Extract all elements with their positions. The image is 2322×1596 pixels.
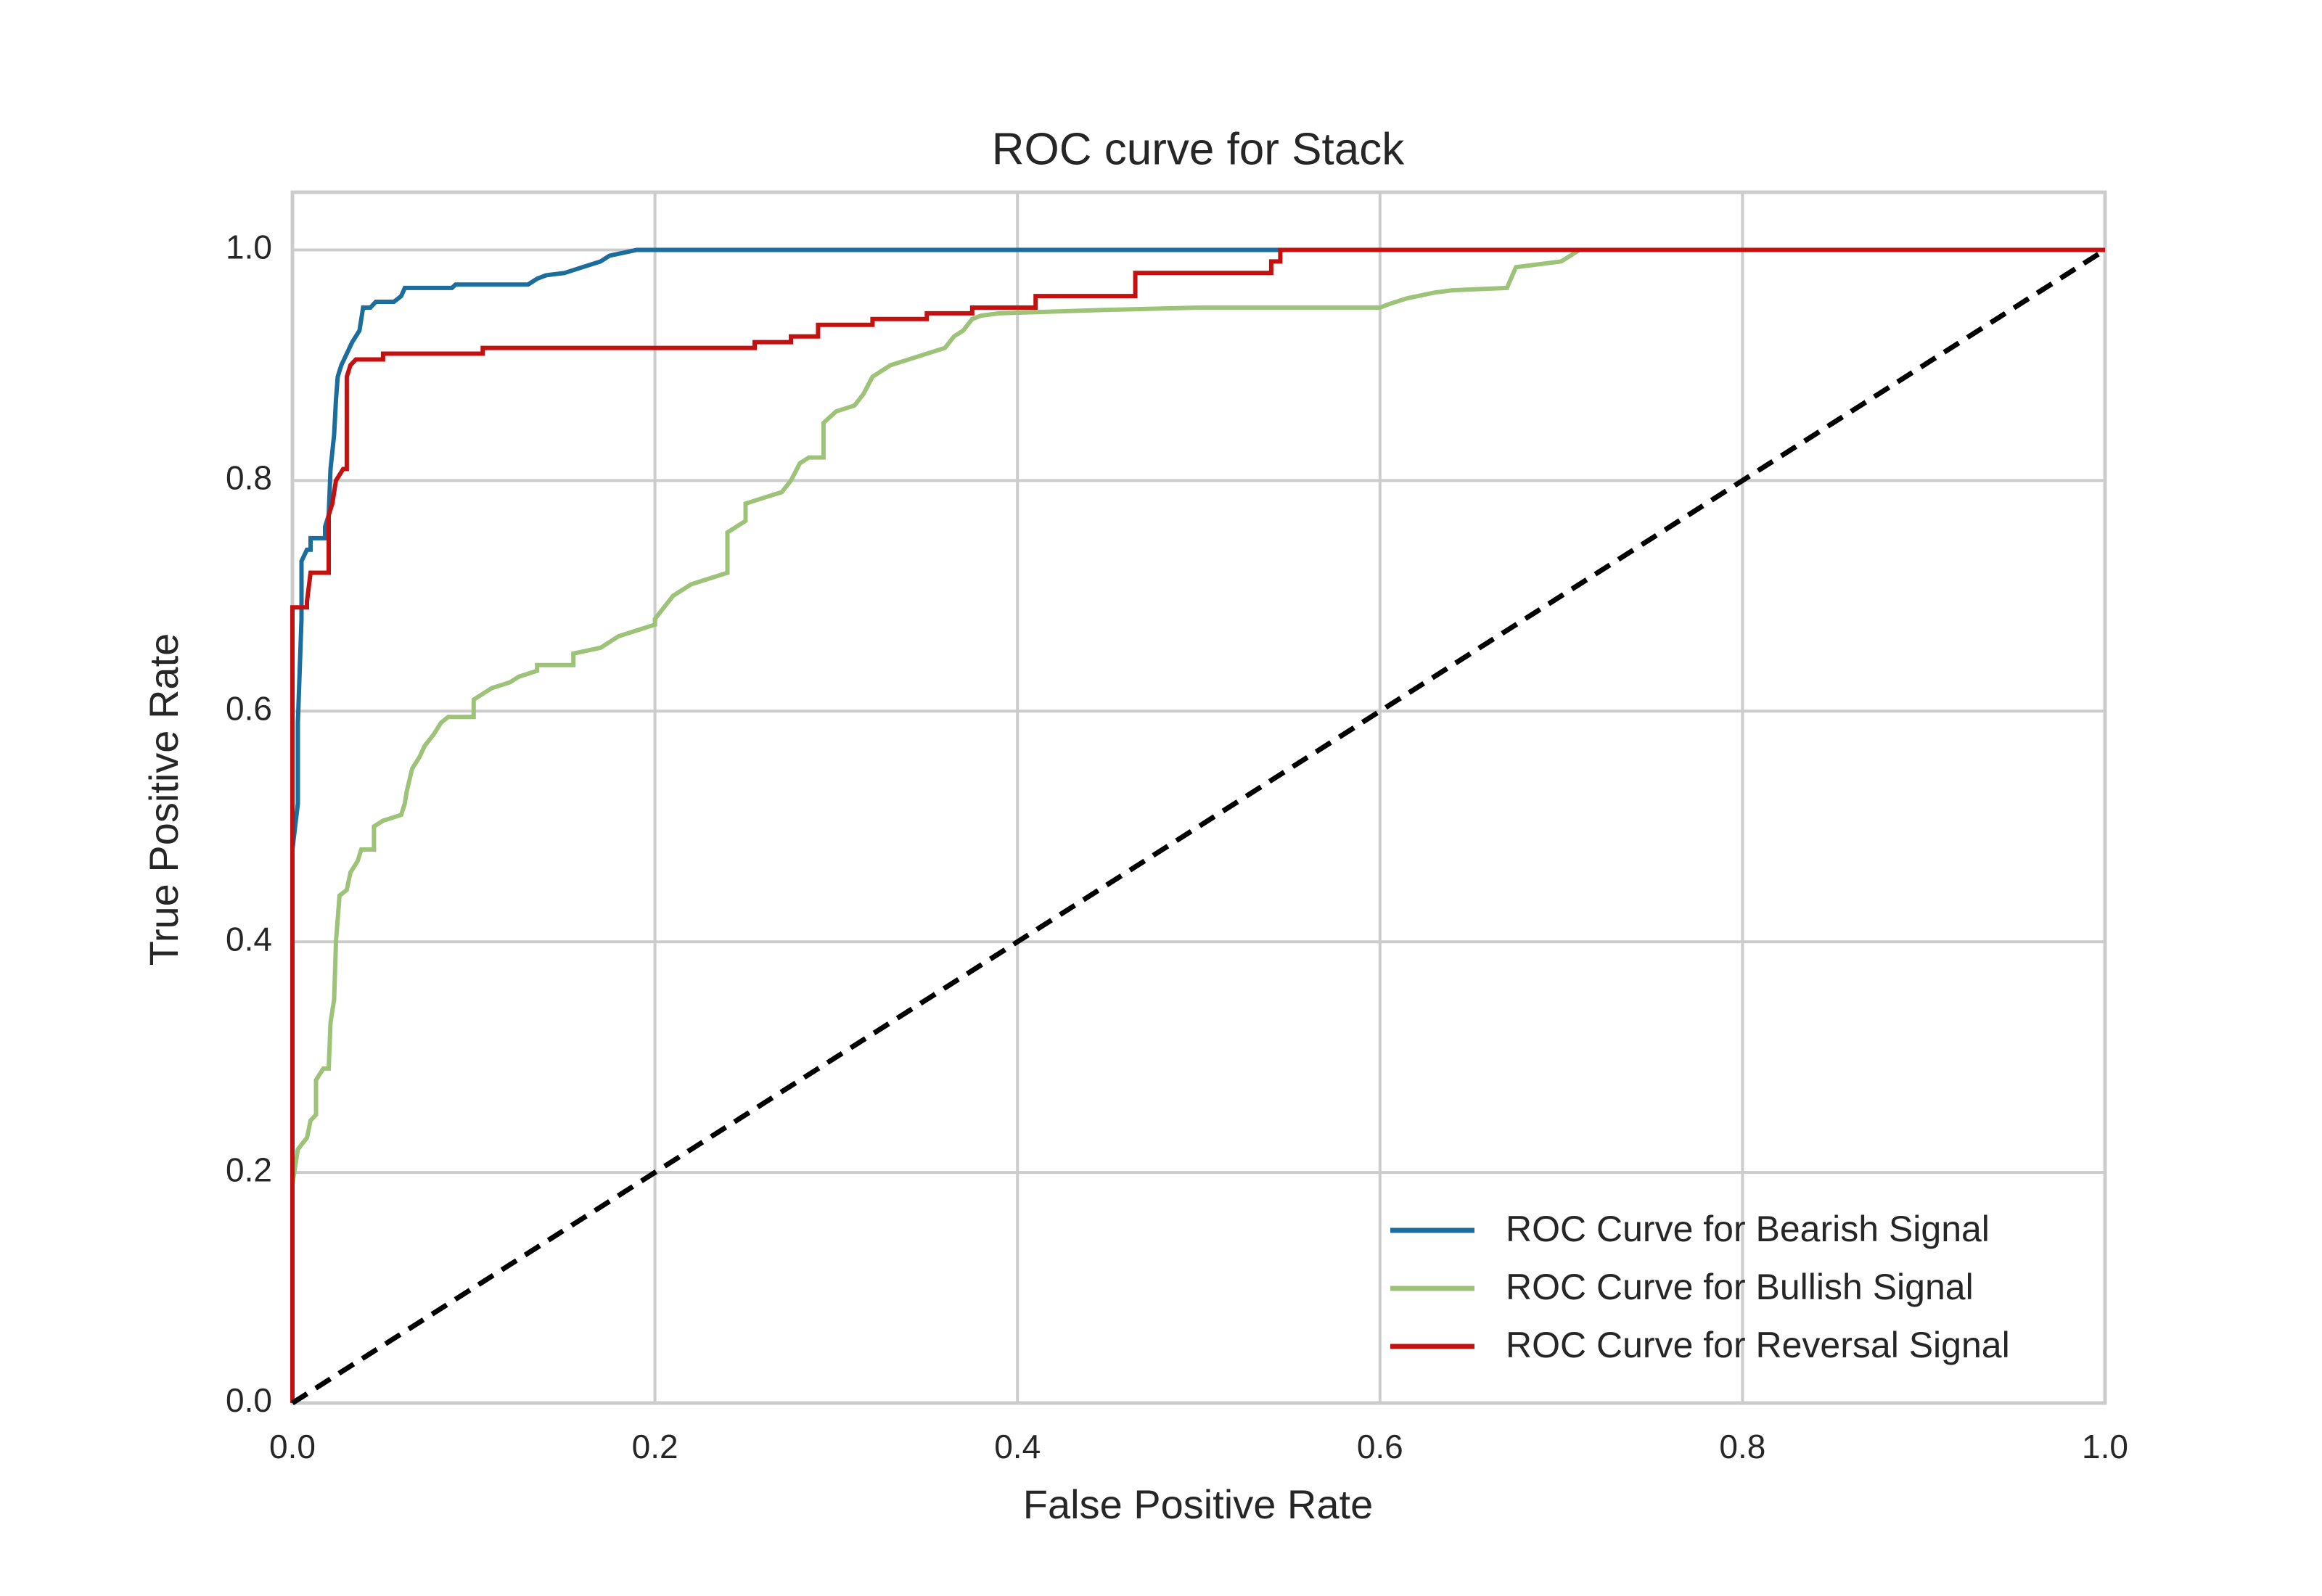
y-tick-label: 0.4 <box>226 920 272 958</box>
x-tick-label: 0.2 <box>632 1428 678 1465</box>
chart-title: ROC curve for Stack <box>992 124 1405 174</box>
x-tick-label: 0.0 <box>269 1428 316 1465</box>
x-axis-label: False Positive Rate <box>1023 1481 1373 1527</box>
roc-line <box>290 247 2105 1403</box>
y-tick-label: 0.2 <box>226 1151 272 1188</box>
y-tick-label: 0.0 <box>226 1381 272 1419</box>
plot-area: 0.0 0.2 0.4 0.6 0.8 1.0 0.0 0.2 0.4 0.6 0.8 1.0 ROC … <box>226 190 2128 1465</box>
legend: ROC Curve for Bearish Signal ROC Curve fo… <box>1390 1209 2010 1365</box>
x-tick-label: 0.8 <box>1719 1428 1765 1465</box>
y-tick-label: 1.0 <box>226 229 272 266</box>
y-tick-label: 0.8 <box>226 459 272 497</box>
roc-line <box>290 247 2105 1403</box>
x-tick-label: 1.0 <box>2082 1428 2128 1465</box>
y-axis-label: True Positive Rate <box>141 633 186 966</box>
y-tick-label: 0.6 <box>226 689 272 727</box>
legend-label: ROC Curve for Bullish Signal <box>1506 1267 1974 1307</box>
legend-label: ROC Curve for Bearish Signal <box>1506 1209 1990 1249</box>
x-tick-label: 0.6 <box>1357 1428 1403 1465</box>
x-tick-label: 0.4 <box>994 1428 1041 1465</box>
roc-line <box>290 247 2105 1403</box>
legend-label: ROC Curve for Reversal Signal <box>1506 1325 2010 1365</box>
